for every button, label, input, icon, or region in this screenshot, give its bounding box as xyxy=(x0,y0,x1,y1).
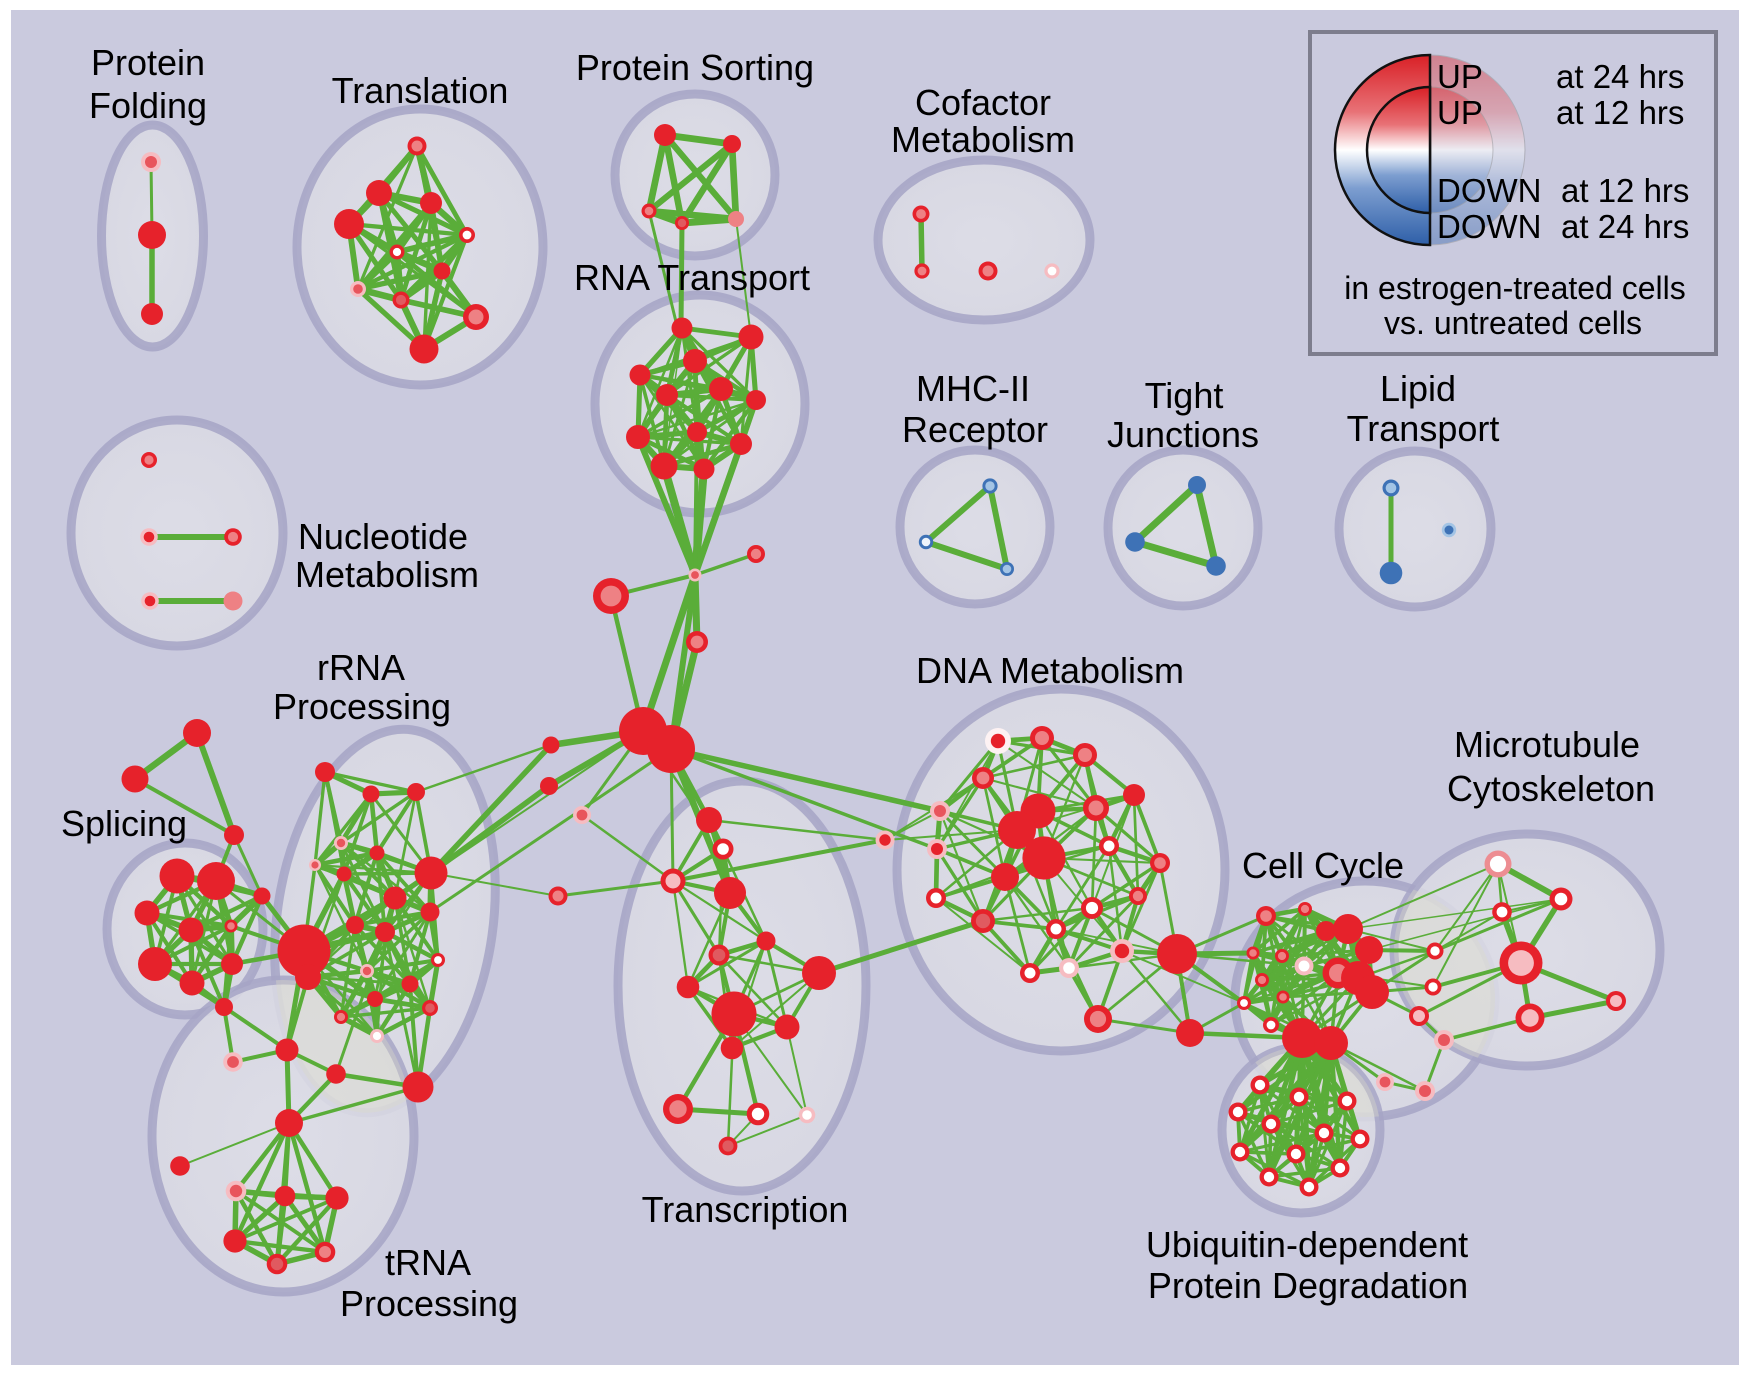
svg-text:Ubiquitin-dependent: Ubiquitin-dependent xyxy=(1146,1224,1468,1265)
svg-text:at 24 hrs: at 24 hrs xyxy=(1556,58,1684,95)
svg-text:Processing: Processing xyxy=(273,686,451,727)
svg-text:at 24 hrs: at 24 hrs xyxy=(1561,208,1689,245)
svg-text:Protein: Protein xyxy=(91,42,205,83)
svg-text:RNA Transport: RNA Transport xyxy=(574,257,810,298)
svg-text:Receptor: Receptor xyxy=(902,409,1048,450)
svg-text:DOWN: DOWN xyxy=(1437,208,1541,245)
svg-text:Nucleotide: Nucleotide xyxy=(298,516,468,557)
svg-text:at 12 hrs: at 12 hrs xyxy=(1556,94,1684,131)
svg-text:DNA Metabolism: DNA Metabolism xyxy=(916,650,1184,691)
svg-text:MHC-II: MHC-II xyxy=(916,368,1030,409)
svg-text:Metabolism: Metabolism xyxy=(295,554,479,595)
svg-text:UP: UP xyxy=(1437,58,1483,95)
svg-text:Junctions: Junctions xyxy=(1107,414,1259,455)
svg-text:rRNA: rRNA xyxy=(317,647,405,688)
svg-text:at 12 hrs: at 12 hrs xyxy=(1561,172,1689,209)
svg-text:Splicing: Splicing xyxy=(61,803,187,844)
svg-text:DOWN: DOWN xyxy=(1437,172,1541,209)
svg-text:Metabolism: Metabolism xyxy=(891,119,1075,160)
svg-text:Cytoskeleton: Cytoskeleton xyxy=(1447,768,1655,809)
svg-text:Cell Cycle: Cell Cycle xyxy=(1242,845,1404,886)
svg-text:in estrogen-treated cells: in estrogen-treated cells xyxy=(1344,270,1686,306)
svg-text:vs. untreated cells: vs. untreated cells xyxy=(1384,305,1642,341)
svg-text:Cofactor: Cofactor xyxy=(915,82,1051,123)
svg-text:Tight: Tight xyxy=(1145,375,1224,416)
svg-text:Lipid: Lipid xyxy=(1380,368,1456,409)
svg-text:Microtubule: Microtubule xyxy=(1454,724,1640,765)
svg-text:UP: UP xyxy=(1437,94,1483,131)
svg-text:Transcription: Transcription xyxy=(642,1189,849,1230)
svg-text:tRNA: tRNA xyxy=(385,1242,471,1283)
svg-text:Protein Degradation: Protein Degradation xyxy=(1148,1265,1468,1306)
svg-text:Transport: Transport xyxy=(1347,408,1500,449)
svg-text:Protein Sorting: Protein Sorting xyxy=(576,47,814,88)
svg-text:Processing: Processing xyxy=(340,1283,518,1324)
svg-text:Translation: Translation xyxy=(332,70,509,111)
svg-text:Folding: Folding xyxy=(89,85,207,126)
